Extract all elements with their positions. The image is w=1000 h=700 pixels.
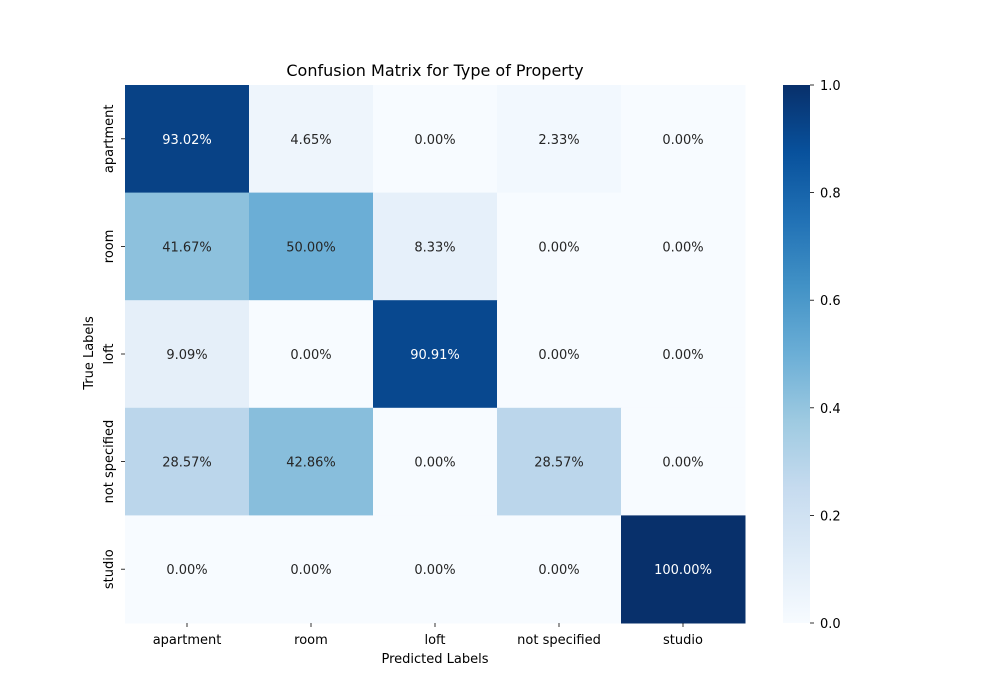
x-tick-label: loft [424,633,445,648]
cell-value-label: 0.00% [290,348,331,363]
cell-value-label: 0.00% [414,563,455,578]
cell-value-label: 0.00% [538,240,579,255]
heatmap-cell [125,300,250,409]
cell-value-label: 0.00% [166,563,207,578]
cell-value-label: 4.65% [290,133,331,148]
heatmap-cell [125,407,250,516]
cell-value-label: 28.57% [534,456,584,471]
cell-value-label: 0.00% [538,563,579,578]
heatmap-cell [373,515,498,624]
colorbar [783,85,810,623]
colorbar-tick-label: 0.6 [820,294,841,309]
heatmap-cell [249,300,374,409]
y-axis-label: True Labels [82,316,97,391]
heatmap-cell [249,85,374,194]
x-tick-label: apartment [153,633,222,648]
heatmap-cell [373,407,498,516]
cell-value-label: 93.02% [162,133,212,148]
cell-value-label: 2.33% [538,133,579,148]
cell-value-label: 100.00% [654,563,712,578]
colorbar-tick-label: 0.8 [820,187,841,202]
cell-value-label: 90.91% [410,348,460,363]
heatmap-cell [125,192,250,301]
heatmap-cell [497,300,622,409]
colorbar-tick-label: 1.0 [820,79,841,94]
cell-value-label: 42.86% [286,456,336,471]
cell-value-label: 50.00% [286,240,336,255]
y-axis-ticks: apartment room loft not specified studio [102,104,125,589]
colorbar-tick-label: 0.2 [820,509,841,524]
cell-value-label: 0.00% [662,456,703,471]
heatmap-cell [621,300,746,409]
x-tick-label: not specified [517,633,601,648]
heatmap-cell [621,85,746,194]
y-tick-label: room [102,230,117,264]
heatmap-cell [249,515,374,624]
cell-value-label: 41.67% [162,240,212,255]
x-tick-label: room [294,633,328,648]
heatmap-cell [125,515,250,624]
heatmap-cell [621,407,746,516]
y-tick-label: studio [102,549,117,589]
cell-value-label: 0.00% [662,240,703,255]
cell-value-label: 9.09% [166,348,207,363]
heatmap-cell [249,192,374,301]
cell-value-label: 0.00% [662,133,703,148]
cell-value-label: 0.00% [538,348,579,363]
colorbar-tick-label: 0.0 [820,617,841,632]
colorbar-tick-label: 0.4 [820,402,841,417]
y-tick-label: not specified [102,420,117,504]
heatmap-cell [373,85,498,194]
y-tick-label: loft [102,343,117,364]
cell-value-label: 0.00% [414,456,455,471]
heatmap-cell [497,407,622,516]
x-axis-label: Predicted Labels [381,652,488,667]
heatmap-cell [373,300,498,409]
y-tick-label: apartment [102,104,117,173]
heatmap-cell [373,192,498,301]
cell-value-label: 0.00% [290,563,331,578]
cell-value-label: 0.00% [662,348,703,363]
heatmap-cells: 93.02% 4.65% 0.00% 2.33% 0.00% 41.67% 50.00% 8.… [125,85,746,624]
heatmap-cell [497,192,622,301]
chart-title: Confusion Matrix for Type of Property [286,61,583,80]
cell-value-label: 8.33% [414,240,455,255]
colorbar-ticks: 0.0 0.2 0.4 0.6 0.8 1.0 [810,79,841,632]
heatmap-cell [249,407,374,516]
heatmap-cell [621,515,746,624]
cell-value-label: 28.57% [162,456,212,471]
heatmap-cell [621,192,746,301]
heatmap-cell [497,85,622,194]
x-tick-label: studio [663,633,703,648]
heatmap-cell [125,85,250,194]
cell-value-label: 0.00% [414,133,455,148]
x-axis-ticks: apartment room loft not specified studio [153,623,703,648]
heatmap-cell [497,515,622,624]
